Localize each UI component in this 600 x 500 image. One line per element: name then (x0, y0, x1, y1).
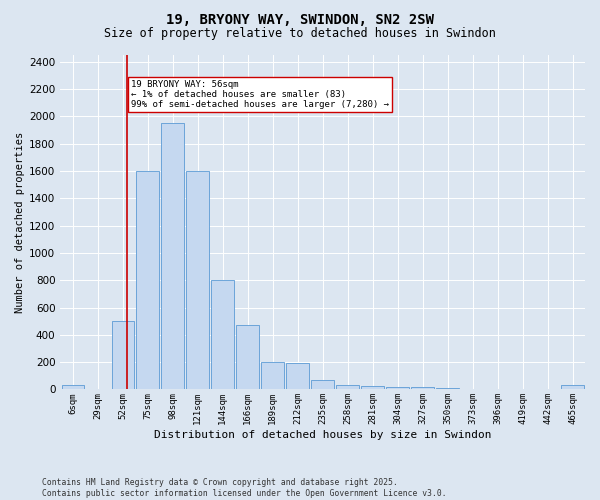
Bar (211, 280, 234, 390)
Bar (236, 326, 259, 390)
Bar (311, 380, 334, 390)
Text: 19 BRYONY WAY: 56sqm
← 1% of detached houses are smaller (83)
99% of semi-detach: 19 BRYONY WAY: 56sqm ← 1% of detached ho… (131, 80, 389, 110)
Bar (436, 388, 459, 390)
Text: Contains HM Land Registry data © Crown copyright and database right 2025.
Contai: Contains HM Land Registry data © Crown c… (42, 478, 446, 498)
Bar (386, 388, 409, 390)
Bar (62, 386, 84, 390)
Bar (262, 362, 284, 390)
Bar (136, 171, 159, 390)
Bar (361, 386, 384, 390)
Text: 19, BRYONY WAY, SWINDON, SN2 2SW: 19, BRYONY WAY, SWINDON, SN2 2SW (166, 12, 434, 26)
Bar (561, 386, 584, 390)
Bar (112, 321, 134, 390)
Y-axis label: Number of detached properties: Number of detached properties (15, 132, 25, 313)
X-axis label: Distribution of detached houses by size in Swindon: Distribution of detached houses by size … (154, 430, 491, 440)
Text: Size of property relative to detached houses in Swindon: Size of property relative to detached ho… (104, 28, 496, 40)
Bar (286, 364, 309, 390)
Bar (412, 388, 434, 390)
Bar (187, 171, 209, 390)
Bar (161, 123, 184, 390)
Bar (337, 386, 359, 390)
